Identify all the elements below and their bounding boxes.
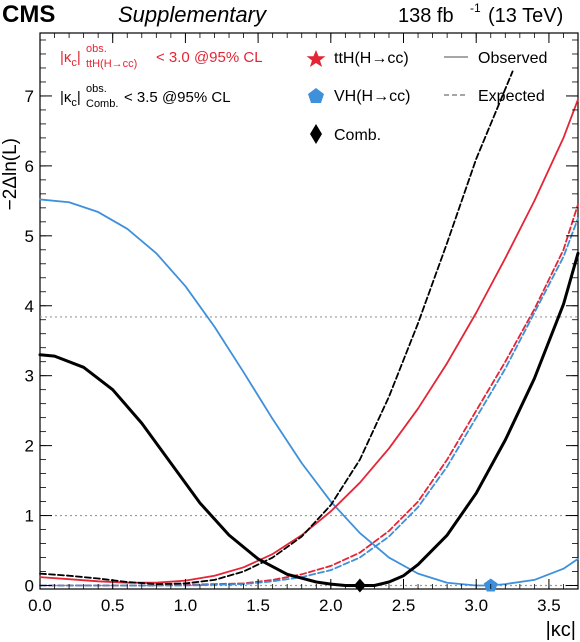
legend-label-expected: Expected xyxy=(478,88,545,105)
legend-item-observed: Observed xyxy=(444,50,547,67)
lumi-exponent: -1 xyxy=(470,1,481,15)
series-line-comb-expected xyxy=(39,70,514,585)
series-line-comb-observed xyxy=(38,251,580,587)
axes: 0.0 0.5 1.0 1.5 2.0 2.5 3.0 3.5 0 1 2 3 4 5 6 7 xyxy=(25,33,579,615)
diamond-icon xyxy=(310,124,322,144)
legend-item-vh: VH(H→cc) xyxy=(308,88,410,105)
legend-item-expected: Expected xyxy=(444,88,545,105)
reference-lines xyxy=(40,316,578,587)
y-tick-label: 3 xyxy=(25,367,34,386)
y-tick-label: 7 xyxy=(25,87,34,106)
y-tick-label: 6 xyxy=(25,157,34,176)
x-tick-label: 1.0 xyxy=(174,596,198,615)
series-line-vhhcc-observed xyxy=(39,198,579,587)
y-tick-label: 4 xyxy=(25,297,34,316)
lumi-value: 138 fb xyxy=(398,5,454,27)
tth-limit-annotation: |κc| obs. ttH(H→cc) < 3.0 @95% CL xyxy=(60,43,263,70)
legend-item-tth: ttH(H→cc) xyxy=(306,50,409,67)
comb-limit-annotation: |κc| obs. Comb. < 3.5 @95% CL xyxy=(60,83,231,110)
curves xyxy=(38,70,580,587)
tth-obs-superscript: obs. xyxy=(86,43,107,55)
star-icon xyxy=(306,50,326,67)
tth-limit-text: < 3.0 @95% CL xyxy=(156,49,263,66)
tth-kappa-symbol: |κc| xyxy=(60,49,81,69)
y-tick-label: 1 xyxy=(25,507,34,526)
legend-label-observed: Observed xyxy=(478,50,547,67)
y-axis-title: −2Δln(L) xyxy=(0,138,21,210)
comb-obs-superscript: obs. xyxy=(86,83,107,95)
lumi-label: 138 fb -1 (13 TeV) xyxy=(398,1,563,27)
energy-label: (13 TeV) xyxy=(488,5,563,27)
plot-frame xyxy=(39,32,579,590)
legend-label-comb: Comb. xyxy=(334,127,381,144)
x-tick-label: 0.0 xyxy=(28,596,52,615)
legend-label-vh: VH(H→cc) xyxy=(334,88,410,105)
comb-subscript: Comb. xyxy=(86,98,118,110)
x-tick-label: 2.5 xyxy=(392,596,416,615)
y-tick-label: 0 xyxy=(25,577,34,596)
comb-kappa-symbol: |κc| xyxy=(60,89,81,109)
x-tick-label: 0.5 xyxy=(101,596,125,615)
x-tick-label: 2.0 xyxy=(319,596,343,615)
pentagon-icon xyxy=(308,88,324,103)
legend: ttH(H→cc) VH(H→cc) Comb. Observed Expect… xyxy=(306,50,547,144)
tth-subscript: ttH(H→cc) xyxy=(86,58,137,70)
series-line-tthhcc-observed xyxy=(39,98,579,584)
x-tick-label: 1.5 xyxy=(246,596,270,615)
x-axis-title: |κc| xyxy=(546,619,576,641)
y-tick-label: 5 xyxy=(25,227,34,246)
x-tick-label: 3.5 xyxy=(537,596,561,615)
comb-limit-text: < 3.5 @95% CL xyxy=(124,89,231,106)
cms-label: CMS xyxy=(2,1,55,28)
legend-item-comb: Comb. xyxy=(310,124,381,144)
series-line-vhhcc-expected xyxy=(39,217,579,587)
legend-label-tth: ttH(H→cc) xyxy=(334,50,409,67)
y-tick-label: 2 xyxy=(25,437,34,456)
x-tick-label: 3.0 xyxy=(464,596,488,615)
supplementary-label: Supplementary xyxy=(118,2,268,27)
